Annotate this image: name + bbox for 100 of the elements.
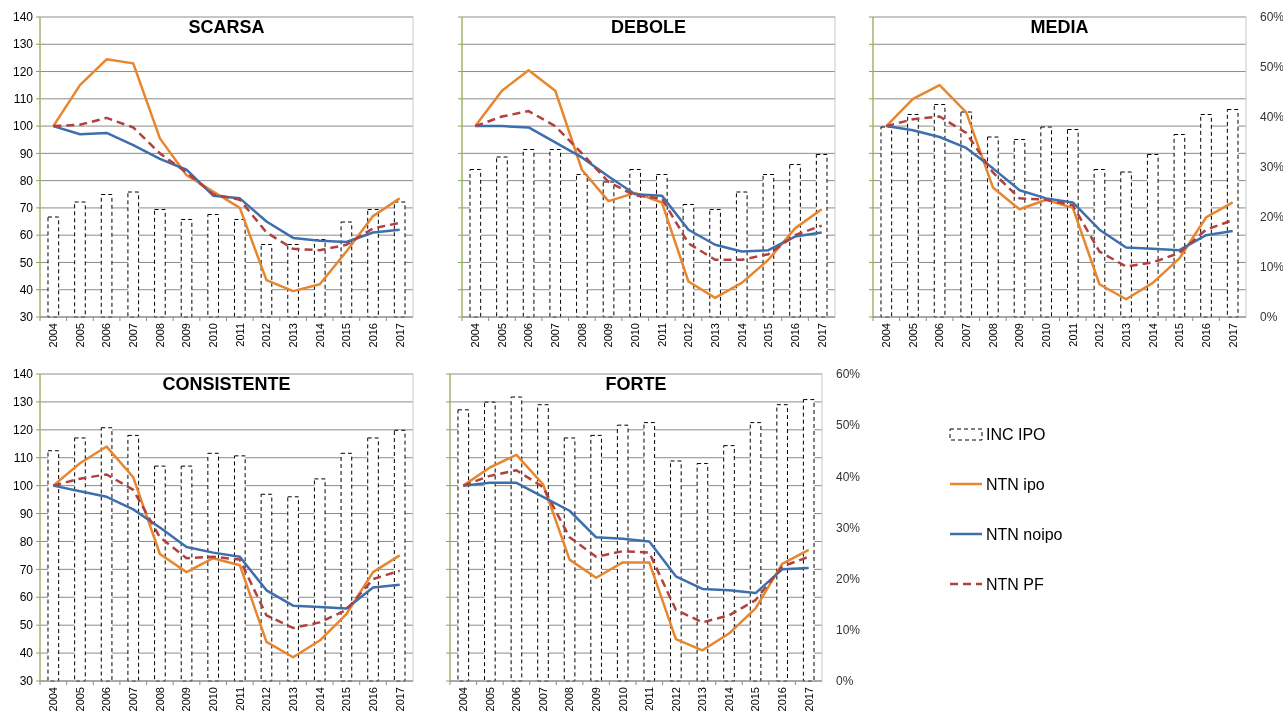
bar — [537, 404, 549, 682]
y2-tick-label: 0% — [1260, 310, 1278, 325]
x-tick-label: 2015 — [340, 323, 353, 348]
y-tick-label: 30 — [19, 310, 34, 325]
bar — [815, 154, 828, 318]
line-series — [52, 484, 401, 610]
bar — [340, 221, 353, 318]
y-tick-label: 140 — [12, 367, 34, 382]
x-tick-label: 2006 — [522, 323, 535, 348]
chart-title: MEDIA — [1030, 17, 1089, 37]
x-tick-label: 2004 — [47, 687, 60, 712]
x-tick-label: 2010 — [207, 687, 220, 712]
x-tick-label: 2017 — [815, 323, 828, 348]
x-tick-label: 2016 — [366, 687, 379, 712]
bar — [549, 149, 562, 318]
x-tick-label: 2015 — [1173, 323, 1186, 348]
bar — [1066, 129, 1079, 318]
bar — [987, 136, 999, 318]
y-tick-label: 40 — [19, 282, 34, 297]
bar — [127, 434, 140, 682]
bar — [207, 214, 220, 318]
x-tick-label: 2013 — [286, 323, 299, 348]
bar — [127, 191, 140, 318]
y2-tick-label: 60% — [1260, 10, 1283, 25]
y-tick-label: 100 — [12, 119, 34, 134]
bar — [47, 216, 60, 318]
bar — [287, 244, 299, 318]
bar — [393, 201, 406, 318]
bar — [616, 424, 629, 682]
x-tick-label: 2011 — [655, 323, 668, 347]
x-tick-label: 2006 — [510, 687, 523, 712]
bar — [154, 465, 166, 682]
legend-label: NTN PF — [986, 575, 1044, 593]
x-tick-label: 2013 — [286, 687, 299, 712]
x-tick-label: 2009 — [589, 687, 602, 712]
y-tick-label: 60 — [19, 590, 34, 605]
line-series — [52, 58, 401, 293]
y2-tick-label: 20% — [1260, 210, 1283, 225]
y-tick-label: 90 — [19, 146, 34, 161]
y2-tick-label: 40% — [1260, 110, 1283, 125]
x-tick-label: 2015 — [762, 323, 775, 348]
bar — [696, 463, 709, 682]
bar — [960, 111, 973, 318]
y2-tick-label: 40% — [836, 469, 861, 484]
x-tick-label: 2004 — [47, 323, 60, 348]
bar — [367, 437, 379, 682]
bar — [313, 478, 326, 682]
y2-tick-label: 50% — [1260, 60, 1283, 75]
legend-label: NTN ipo — [986, 475, 1045, 493]
x-tick-label: 2010 — [207, 323, 220, 348]
bar — [233, 455, 246, 682]
x-tick-label: 2013 — [1119, 323, 1132, 348]
bar — [457, 409, 470, 682]
bar — [1146, 154, 1159, 318]
x-tick-label: 2004 — [880, 323, 893, 348]
x-tick-label: 2017 — [393, 687, 406, 712]
y2-tick-label: 0% — [836, 674, 854, 689]
x-tick-label: 2005 — [495, 323, 508, 348]
x-tick-label: 2016 — [788, 323, 801, 348]
bar — [313, 239, 326, 318]
bar — [723, 445, 735, 682]
bar — [260, 493, 273, 682]
x-tick-label: 2007 — [536, 687, 549, 712]
bar — [367, 209, 379, 318]
x-tick-label: 2017 — [802, 687, 815, 712]
x-tick-label: 2012 — [669, 687, 682, 712]
bar — [180, 219, 193, 318]
x-tick-label: 2016 — [366, 323, 379, 348]
y-tick-label: 80 — [19, 173, 34, 188]
y-tick-label: 110 — [13, 92, 34, 107]
bar — [287, 496, 299, 682]
y-tick-label: 130 — [12, 395, 34, 410]
x-tick-label: 2006 — [933, 323, 946, 348]
y-tick-label: 120 — [12, 64, 34, 79]
bar — [762, 174, 775, 318]
bar — [496, 156, 508, 318]
bar — [907, 114, 919, 318]
y2-tick-label: 20% — [836, 571, 861, 586]
x-tick-label: 2010 — [629, 323, 642, 348]
bar — [802, 399, 815, 682]
bar — [1093, 169, 1106, 318]
y2-tick-label: 50% — [836, 418, 861, 433]
x-tick-label: 2007 — [127, 323, 140, 348]
bar — [709, 209, 721, 318]
line-series — [52, 473, 401, 630]
x-tick-label: 2013 — [696, 687, 709, 712]
x-tick-label: 2012 — [260, 323, 273, 348]
x-tick-label: 2004 — [457, 687, 470, 712]
bar — [233, 219, 246, 318]
x-tick-label: 2011 — [1066, 323, 1079, 347]
y-tick-label: 140 — [12, 10, 34, 25]
y2-tick-label: 10% — [836, 623, 861, 638]
x-tick-label: 2008 — [153, 687, 166, 712]
x-tick-label: 2007 — [960, 323, 973, 348]
bar — [602, 181, 615, 318]
bar — [1173, 134, 1186, 318]
x-tick-label: 2009 — [602, 323, 615, 348]
x-tick-label: 2017 — [393, 323, 406, 348]
y-tick-label: 120 — [12, 423, 34, 438]
bar — [880, 126, 893, 318]
